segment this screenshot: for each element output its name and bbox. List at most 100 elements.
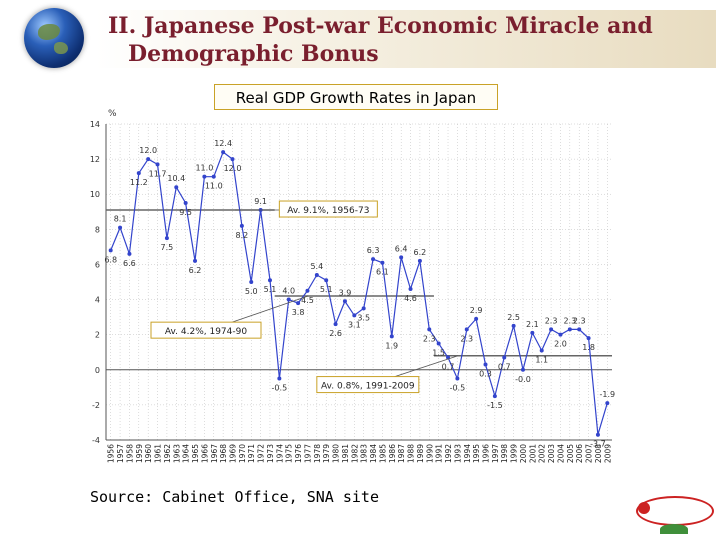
data-point [558, 332, 563, 337]
data-point [267, 278, 272, 283]
data-point [136, 171, 141, 176]
x-tick-label: 1975 [285, 444, 294, 463]
x-tick-label: 1964 [182, 444, 191, 463]
data-label: 3.8 [292, 308, 305, 317]
data-point [492, 394, 497, 399]
y-tick-label: -4 [92, 436, 100, 445]
data-point [595, 432, 600, 437]
data-point [436, 341, 441, 346]
data-label: 4.5 [301, 296, 314, 305]
x-tick-label: 1981 [341, 444, 350, 463]
y-tick-label: 12 [90, 155, 100, 164]
data-label: 2.5 [507, 313, 520, 322]
x-tick-label: 1979 [322, 444, 331, 463]
average-annotation-box [278, 200, 378, 218]
data-label: 12.0 [224, 164, 242, 173]
data-label: 2.1 [526, 320, 539, 329]
data-point [277, 376, 282, 381]
gdp-chart-svg: -4 -2 0 2 4 6 8 10 12 14% 1956 1957 1958 1959 1960 1961… [90, 109, 615, 463]
data-point [361, 306, 366, 311]
average-annotation-box [316, 376, 420, 394]
data-point [380, 260, 385, 265]
x-tick-label: 1958 [125, 444, 134, 463]
data-label: 12.4 [214, 139, 232, 148]
data-point [371, 257, 376, 262]
data-label: 3.5 [357, 313, 370, 322]
x-tick-label: 2001 [528, 444, 537, 463]
x-tick-label: 1999 [510, 444, 519, 463]
data-point [155, 162, 160, 167]
data-point [211, 174, 216, 179]
data-point [342, 299, 347, 304]
data-label: 6.2 [414, 248, 427, 257]
data-point [146, 157, 151, 162]
data-label: 1.8 [582, 343, 595, 352]
data-point [352, 313, 357, 318]
data-label: 2.3 [563, 316, 576, 325]
y-tick-label: 10 [90, 190, 100, 199]
data-point [221, 150, 226, 155]
data-label: 9.1 [254, 197, 267, 206]
x-tick-label: 1970 [238, 444, 247, 463]
data-label: 8.2 [236, 231, 249, 240]
x-tick-label: 1997 [491, 444, 500, 463]
data-point [183, 201, 188, 205]
data-point [549, 327, 554, 332]
data-label: 5.0 [245, 287, 258, 296]
data-label: 5.1 [320, 285, 333, 294]
data-label: 1.5 [432, 348, 445, 357]
data-label: 2.3 [573, 316, 586, 325]
x-tick-label: 1998 [500, 444, 509, 463]
data-label: 6.2 [189, 266, 202, 275]
x-tick-label: 1971 [247, 444, 256, 463]
data-label: 4.0 [282, 287, 295, 296]
x-tick-label: 2007 [585, 444, 594, 463]
data-label: 2.9 [470, 306, 483, 315]
title-band [96, 10, 716, 68]
data-label: 5.4 [310, 262, 323, 271]
data-point [577, 327, 582, 332]
x-tick-label: 1961 [154, 444, 163, 463]
data-label: 6.4 [395, 244, 408, 253]
x-tick-label: 1988 [407, 444, 416, 463]
data-point [520, 367, 525, 372]
x-tick-label: 1978 [313, 444, 322, 463]
x-tick-label: 1960 [144, 444, 153, 463]
data-point [502, 355, 507, 360]
gdp-series-line [110, 151, 608, 435]
data-point [314, 272, 319, 277]
data-point [108, 248, 113, 253]
data-label: 10.4 [167, 174, 185, 183]
data-point [230, 157, 235, 162]
x-tick-label: 1976 [294, 444, 303, 463]
data-point [174, 185, 179, 190]
data-label: 11.7 [149, 169, 167, 178]
data-label: 3.1 [348, 320, 361, 329]
x-tick-label: 1963 [172, 444, 181, 463]
data-label: 9.5 [179, 208, 192, 217]
data-point [399, 255, 404, 260]
data-label: 2.6 [329, 329, 342, 338]
data-label: 11.2 [130, 178, 148, 187]
x-tick-label: 1984 [369, 444, 378, 463]
data-point [249, 280, 254, 284]
x-tick-label: 1989 [416, 444, 425, 463]
data-label: -3.7 [590, 440, 606, 449]
x-tick-label: 1996 [482, 444, 491, 463]
data-label: 2.3 [545, 316, 558, 325]
x-tick-label: 2008 [594, 444, 603, 463]
data-label: 5.1 [264, 285, 277, 294]
average-annotation-label: Av. 9.1%, 1956-73 [287, 206, 369, 216]
gdp-chart: -4 -2 0 2 4 6 8 10 12 14% 1956 1957 1958 1959 1960 1961… [84, 100, 624, 480]
average-annotation-label: Av. 0.8%, 1991-2009 [321, 382, 415, 392]
data-label: -0.5 [272, 384, 288, 393]
primaff-logo [632, 492, 716, 536]
data-point [539, 348, 544, 353]
x-tick-label: 2005 [566, 444, 575, 463]
data-point [511, 323, 516, 328]
x-tick-label: 1990 [425, 444, 434, 463]
data-label: 8.1 [114, 215, 127, 224]
x-tick-label: 1967 [210, 444, 219, 463]
data-label: 1.9 [385, 341, 398, 350]
data-label: 6.1 [376, 268, 389, 277]
